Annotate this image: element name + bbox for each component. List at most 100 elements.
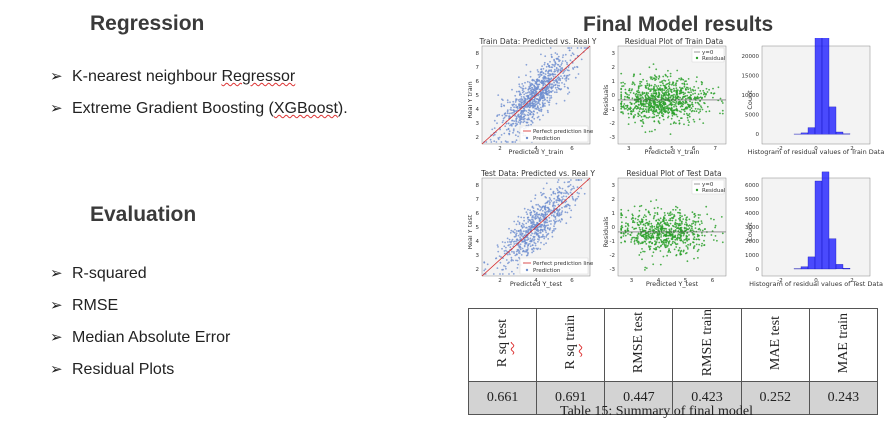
test-residual-point — [691, 229, 694, 232]
train-residual-point — [637, 89, 640, 92]
test-scatter-point — [530, 222, 532, 225]
test-hist-xlabel: Histogram of residual values of Test Dat… — [749, 280, 883, 288]
test-residual-point — [645, 227, 648, 230]
train-scatter-point — [531, 83, 534, 86]
test-residual-point — [647, 237, 649, 240]
train-scatter-point — [558, 76, 560, 79]
test-residual-point — [671, 213, 673, 216]
train-scatter-legend-label: Perfect prediction line — [533, 129, 594, 135]
test-scatter-point — [518, 221, 521, 224]
test-residual-point — [672, 240, 674, 243]
train-scatter-point — [512, 131, 514, 134]
table-header: R sq test — [467, 307, 538, 383]
test-residual-point — [639, 251, 642, 254]
test-residual-point — [637, 243, 640, 245]
train-residual-point — [649, 88, 651, 91]
train-scatter-point — [529, 113, 531, 115]
test-residual-point — [657, 245, 659, 248]
train-scatter-point — [536, 98, 539, 101]
test-residual-point — [676, 243, 679, 245]
test-residual-point — [705, 205, 708, 208]
train-scatter-point — [568, 73, 571, 76]
test-scatter-point — [500, 256, 502, 258]
train-residual-point — [662, 115, 664, 118]
train-scatter-point — [504, 125, 507, 127]
test-scatter-point — [507, 244, 510, 247]
test-hist-ytick: 2000 — [745, 239, 759, 245]
train-residual-point — [661, 104, 664, 107]
test-residual-point — [687, 228, 690, 231]
train-scatter-point — [540, 106, 542, 109]
train-scatter-ytick: 5 — [476, 93, 480, 99]
arrow-bullet-icon: ➢ — [50, 100, 63, 117]
train-scatter-point — [580, 47, 583, 49]
test-scatter-point — [570, 179, 572, 181]
test-residual-point — [674, 229, 677, 231]
train-residual-point — [675, 84, 677, 87]
test-scatter-point — [529, 240, 531, 243]
train-residual-point — [675, 93, 678, 95]
train-residual-point — [639, 93, 641, 96]
test-scatter-point — [546, 210, 548, 213]
test-residual-point — [668, 232, 671, 235]
train-scatter-point — [517, 121, 520, 123]
test-scatter-point — [526, 246, 529, 248]
test-scatter-point — [517, 234, 520, 237]
train-residual-point — [670, 109, 673, 112]
train-scatter-point — [509, 124, 511, 127]
test-scatter-point — [521, 233, 524, 235]
test-residual-point — [673, 248, 676, 251]
test-residual-point — [670, 231, 673, 234]
train-residual-point — [680, 117, 683, 119]
test-scatter-point — [516, 267, 519, 269]
test-residual-point — [652, 251, 655, 254]
train-residual-point — [639, 85, 641, 87]
test-scatter-point — [557, 195, 560, 198]
test-hist-ytick: 0 — [756, 267, 760, 273]
train-scatter-point — [536, 85, 539, 88]
train-scatter-point — [566, 69, 569, 72]
test-scatter-point — [547, 224, 549, 227]
test-scatter-point — [534, 224, 537, 227]
test-scatter-point — [574, 199, 577, 202]
test-residual-point — [627, 233, 629, 235]
train-residual-point — [705, 87, 708, 90]
train-residual-point — [629, 91, 632, 94]
train-residual-point — [630, 89, 633, 92]
test-scatter-point — [507, 262, 509, 265]
train-residual-point — [646, 82, 649, 85]
test-scatter-point — [530, 225, 533, 227]
test-scatter-point — [546, 227, 549, 230]
test-scatter-point — [572, 185, 575, 188]
test-scatter-point — [533, 211, 536, 213]
train-scatter-point — [514, 141, 517, 143]
test-residual-point — [647, 234, 649, 237]
test-residual-point — [648, 220, 651, 223]
test-scatter-point — [520, 234, 523, 237]
train-scatter-point — [568, 49, 571, 52]
test-residual-point — [667, 251, 670, 253]
test-scatter-point — [558, 219, 561, 222]
train-residual-point — [643, 103, 645, 106]
test-residual-point — [643, 229, 646, 232]
test-residual-point — [671, 219, 674, 222]
test-residual-point — [659, 225, 662, 227]
train-scatter-point — [505, 122, 508, 125]
train-scatter-point — [526, 118, 528, 121]
train-residual-point — [703, 102, 705, 104]
train-residual-point — [675, 105, 678, 108]
test-scatter-point — [533, 238, 536, 241]
test-scatter-point — [506, 237, 509, 240]
test-residual-point — [659, 239, 662, 241]
train-scatter-point — [562, 54, 565, 56]
train-residual-point — [640, 97, 642, 100]
train-residual-point — [669, 72, 672, 75]
train-scatter-point — [521, 109, 524, 112]
test-scatter-point — [544, 225, 547, 228]
train-scatter-point — [556, 86, 559, 89]
train-scatter-point — [540, 108, 543, 111]
train-scatter-point — [518, 94, 521, 96]
train-scatter-point — [556, 71, 559, 73]
train-residual-point — [688, 115, 691, 118]
test-residual-point — [684, 223, 686, 226]
